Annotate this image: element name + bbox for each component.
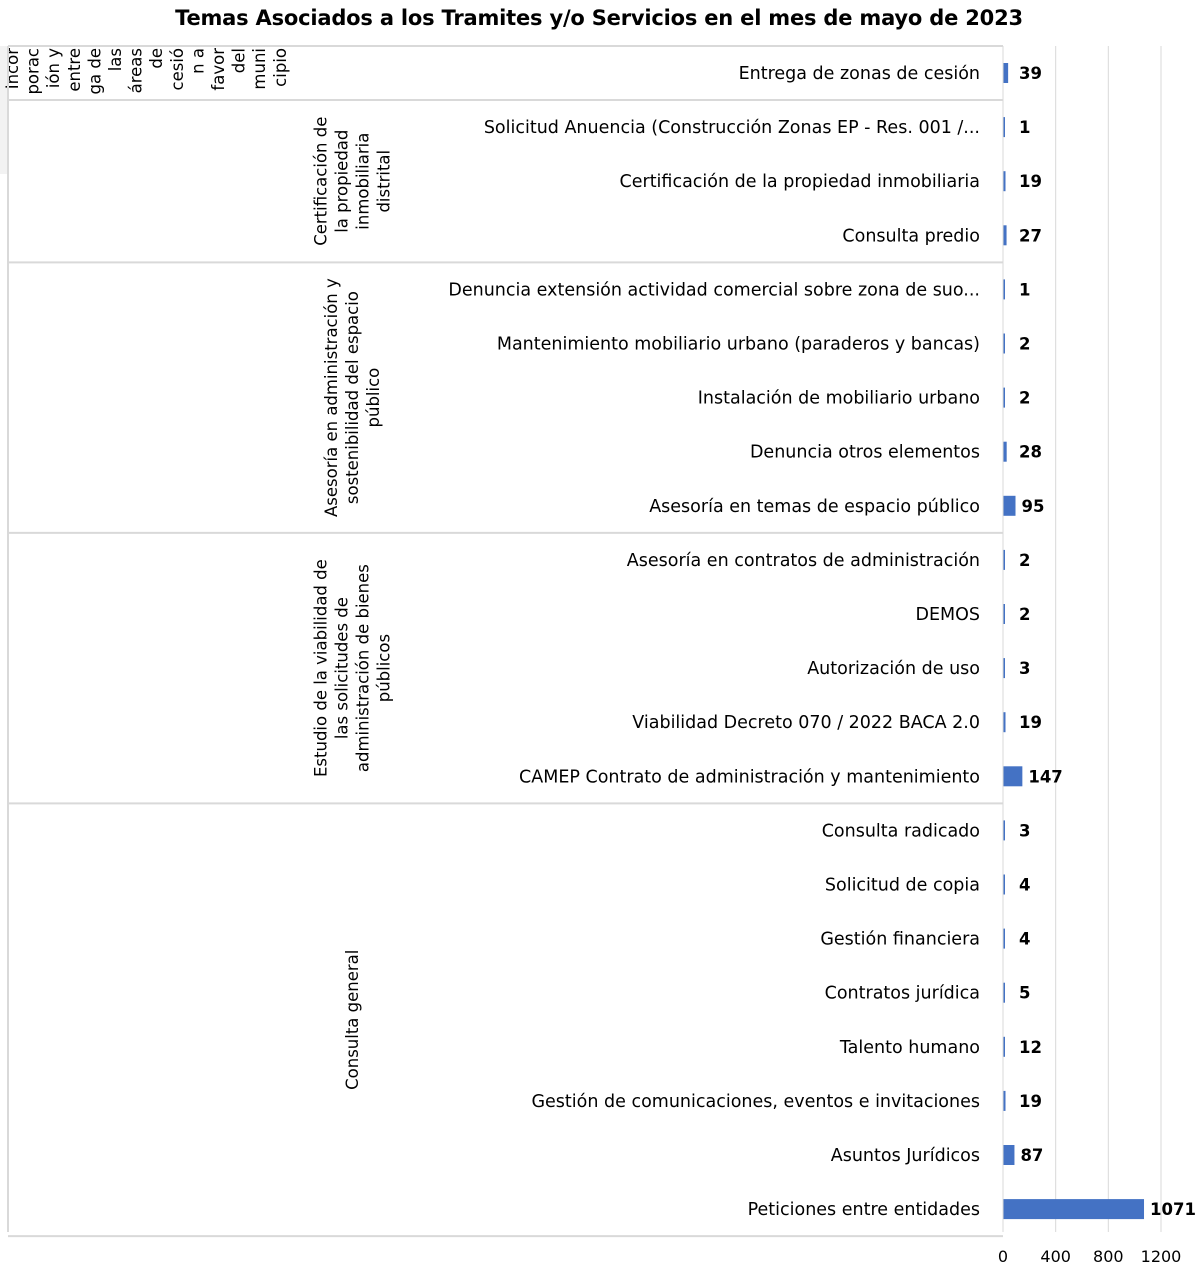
category-label: Certificación de la propiedad inmobiliar…: [620, 172, 980, 192]
category-label: Viabilidad Decreto 070 / 2022 BACA 2.0: [632, 713, 980, 733]
category-label: Solicitud de copia: [825, 876, 980, 896]
group-label: ga de: [85, 48, 104, 94]
group-label: áreas: [127, 48, 146, 93]
value-label: 19: [1019, 713, 1042, 732]
group-label: las: [106, 48, 125, 71]
category-label: Entrega de zonas de cesión: [739, 64, 980, 84]
group-label: ión y: [44, 48, 63, 88]
value-label: 1: [1019, 118, 1030, 137]
group-label: público: [364, 368, 383, 428]
bar: [1003, 442, 1007, 462]
category-label: Talento humano: [839, 1038, 980, 1058]
bar: [1003, 496, 1016, 516]
value-label: 28: [1019, 443, 1042, 462]
group-label: inmobiliaria: [354, 133, 373, 230]
category-label: Consulta radicado: [822, 821, 980, 841]
category-label: Asesoría en temas de espacio público: [649, 497, 980, 517]
group-label: del: [230, 48, 249, 73]
category-label: Asesoría en contratos de administración: [627, 551, 980, 571]
category-label: DEMOS: [915, 605, 980, 625]
value-label: 1: [1019, 280, 1030, 299]
value-label: 4: [1019, 876, 1030, 895]
value-label: 27: [1019, 226, 1042, 245]
x-tick-label: 0: [998, 1247, 1008, 1266]
bar: [1003, 766, 1022, 786]
x-tick-label: 400: [1040, 1247, 1071, 1266]
value-label: 95: [1022, 497, 1045, 516]
group-label: cesió: [168, 48, 187, 91]
value-label: 5: [1019, 984, 1030, 1003]
group-label: las solicitudes de: [333, 597, 352, 739]
category-label: Solicitud Anuencia (Construcción Zonas E…: [484, 118, 980, 138]
category-label: Asuntos Jurídicos: [831, 1146, 980, 1166]
category-label: Gestión financiera: [820, 930, 980, 950]
value-label: 2: [1019, 335, 1030, 354]
group-label: de: [147, 48, 166, 69]
value-label: 87: [1020, 1146, 1043, 1165]
value-label: 19: [1019, 1092, 1042, 1111]
x-tick-label: 1200: [1141, 1247, 1182, 1266]
category-label: CAMEP Contrato de administración y mante…: [519, 767, 980, 787]
group-label: muni: [250, 48, 269, 90]
value-label: 4: [1019, 930, 1030, 949]
group-label: cipio: [271, 48, 290, 87]
x-tick-label: 800: [1093, 1247, 1124, 1266]
value-label: 12: [1019, 1038, 1042, 1057]
group-label: públicos: [375, 634, 394, 702]
category-label: Gestión de comunicaciones, eventos e inv…: [531, 1092, 980, 1112]
value-label: 39: [1019, 64, 1042, 83]
group-label: favor: [209, 48, 228, 91]
group-label: administración de bienes: [354, 564, 373, 772]
value-label: 3: [1019, 659, 1030, 678]
category-label: Peticiones entre entidades: [748, 1200, 980, 1220]
category-label: Consulta predio: [842, 226, 980, 246]
value-label: 2: [1019, 605, 1030, 624]
value-label: 2: [1019, 389, 1030, 408]
group-label: sostenibilidad del espacio: [343, 291, 362, 504]
group-label: entre: [65, 48, 84, 92]
group-label: Incor: [3, 48, 22, 89]
group-label: porac: [24, 48, 43, 95]
category-label: Mantenimiento mobiliario urbano (parader…: [497, 335, 980, 355]
group-label: distrital: [375, 150, 394, 213]
group-label: Asesoría en administración y: [322, 278, 341, 517]
category-label: Instalación de mobiliario urbano: [698, 389, 980, 409]
group-label: Certificación de: [312, 117, 331, 246]
group-label: Consulta general: [343, 950, 362, 1090]
bar: [1003, 1145, 1014, 1165]
bar: [1003, 225, 1007, 245]
value-label: 19: [1019, 172, 1042, 191]
category-label: Denuncia otros elementos: [750, 443, 980, 463]
bar: [1003, 63, 1008, 83]
value-label: 2: [1019, 551, 1030, 570]
bar: [1003, 1199, 1144, 1219]
group-label: la propiedad: [333, 130, 352, 233]
group-label: Estudio de la viabilidad de: [312, 559, 331, 777]
category-label: Autorización de uso: [807, 659, 980, 679]
value-label: 3: [1019, 821, 1030, 840]
value-label: 147: [1028, 767, 1062, 786]
category-label: Contratos jurídica: [825, 984, 980, 1004]
group-label: n a: [188, 48, 207, 74]
category-label: Denuncia extensión actividad comercial s…: [448, 280, 980, 300]
value-label: 1071: [1150, 1200, 1196, 1219]
